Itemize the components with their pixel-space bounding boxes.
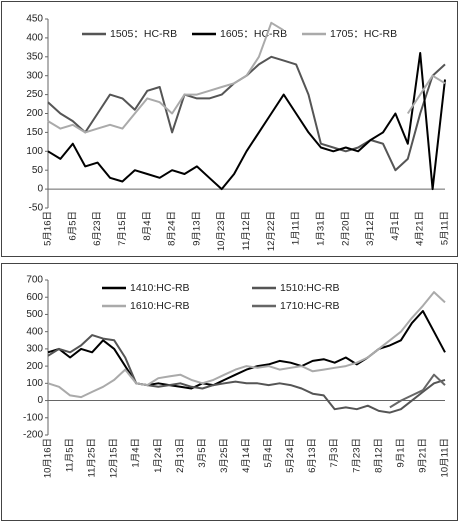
x-tick-label: 3月25日 xyxy=(219,438,230,473)
x-tick-label: 8月24日 xyxy=(167,211,178,246)
x-tick-label: 1月31日 xyxy=(315,211,326,246)
x-tick-label: 12月22日 xyxy=(266,211,277,251)
panel-frame xyxy=(1,263,458,521)
series-line xyxy=(389,373,446,409)
x-tick-label: 1月4日 xyxy=(131,438,142,468)
y-tick-label: 450 xyxy=(26,14,43,25)
x-tick-label: 7月15日 xyxy=(117,211,128,246)
x-tick-label: 3月5日 xyxy=(197,438,208,468)
x-tick-label: 5月24日 xyxy=(285,438,296,473)
x-tick-label: 8月12日 xyxy=(373,438,384,473)
legend-label: 1705：HC-RB xyxy=(330,28,397,40)
x-tick-label: 11月25日 xyxy=(87,438,98,477)
y-tick-label: 500 xyxy=(26,309,43,320)
y-tick-label: 700 xyxy=(26,275,43,286)
x-tick-label: 1月11日 xyxy=(291,211,302,245)
y-tick-label: 300 xyxy=(26,344,43,355)
x-tick-label: 1月24日 xyxy=(153,438,164,473)
x-tick-label: 5月4日 xyxy=(263,438,274,468)
y-tick-label: 250 xyxy=(26,89,43,100)
x-tick-label: 6月13日 xyxy=(307,438,318,473)
y-tick-label: 200 xyxy=(26,361,43,372)
x-tick-label: 3月12日 xyxy=(365,211,376,246)
panel-frame xyxy=(1,1,458,257)
y-tick-label: -100 xyxy=(23,412,43,423)
x-tick-label: 10月16日 xyxy=(43,438,54,478)
x-tick-label: 4月21日 xyxy=(415,211,426,246)
x-tick-label: 4月14日 xyxy=(241,438,252,473)
x-tick-label: 9月13日 xyxy=(191,211,202,246)
legend-label: 1505：HC-RB xyxy=(110,28,177,40)
x-tick-label: 9月1日 xyxy=(395,438,406,468)
y-tick-label: -200 xyxy=(23,430,43,441)
y-tick-label: 400 xyxy=(26,33,43,44)
series-line xyxy=(47,334,446,414)
y-tick-label: 300 xyxy=(26,70,43,81)
y-tick-label: 50 xyxy=(32,165,44,176)
series-line xyxy=(47,310,446,390)
series-line xyxy=(47,21,446,134)
y-tick-label: -50 xyxy=(29,203,44,214)
x-tick-label: 10月23日 xyxy=(216,211,227,251)
y-tick-label: 150 xyxy=(26,127,43,138)
y-tick-label: 100 xyxy=(26,378,43,389)
legend-label: 1605：HC-RB xyxy=(220,28,287,40)
series-line xyxy=(47,291,446,399)
x-tick-label: 5月11日 xyxy=(440,211,451,245)
x-tick-label: 7月3日 xyxy=(329,438,340,468)
x-tick-label: 12月15日 xyxy=(109,438,120,478)
x-tick-label: 5月16日 xyxy=(43,211,54,246)
x-tick-label: 6月5日 xyxy=(67,211,78,241)
x-tick-label: 2月20日 xyxy=(340,211,351,246)
x-tick-label: 8月4日 xyxy=(142,211,153,241)
y-tick-label: 100 xyxy=(26,146,43,157)
x-tick-label: 11月5日 xyxy=(65,438,76,472)
y-tick-label: 400 xyxy=(26,326,43,337)
y-tick-label: 200 xyxy=(26,108,43,119)
y-tick-label: 350 xyxy=(26,51,43,62)
x-tick-label: 10月11日 xyxy=(440,438,451,477)
legend-label: 1610:HC-RB xyxy=(130,300,190,312)
legend-label: 1710:HC-RB xyxy=(280,300,340,312)
x-tick-label: 11月12日 xyxy=(241,211,252,250)
series-line xyxy=(47,52,446,191)
legend-label: 1410:HC-RB xyxy=(130,282,190,294)
y-tick-label: 0 xyxy=(37,395,43,406)
x-tick-label: 4月1日 xyxy=(390,211,401,241)
y-tick-label: 0 xyxy=(37,184,43,195)
y-tick-label: 600 xyxy=(26,292,43,303)
x-tick-label: 6月23日 xyxy=(92,211,103,246)
x-tick-label: 2月13日 xyxy=(175,438,186,473)
legend-label: 1510:HC-RB xyxy=(280,282,340,294)
x-tick-label: 7月23日 xyxy=(351,438,362,473)
x-tick-label: 9月21日 xyxy=(417,438,428,473)
